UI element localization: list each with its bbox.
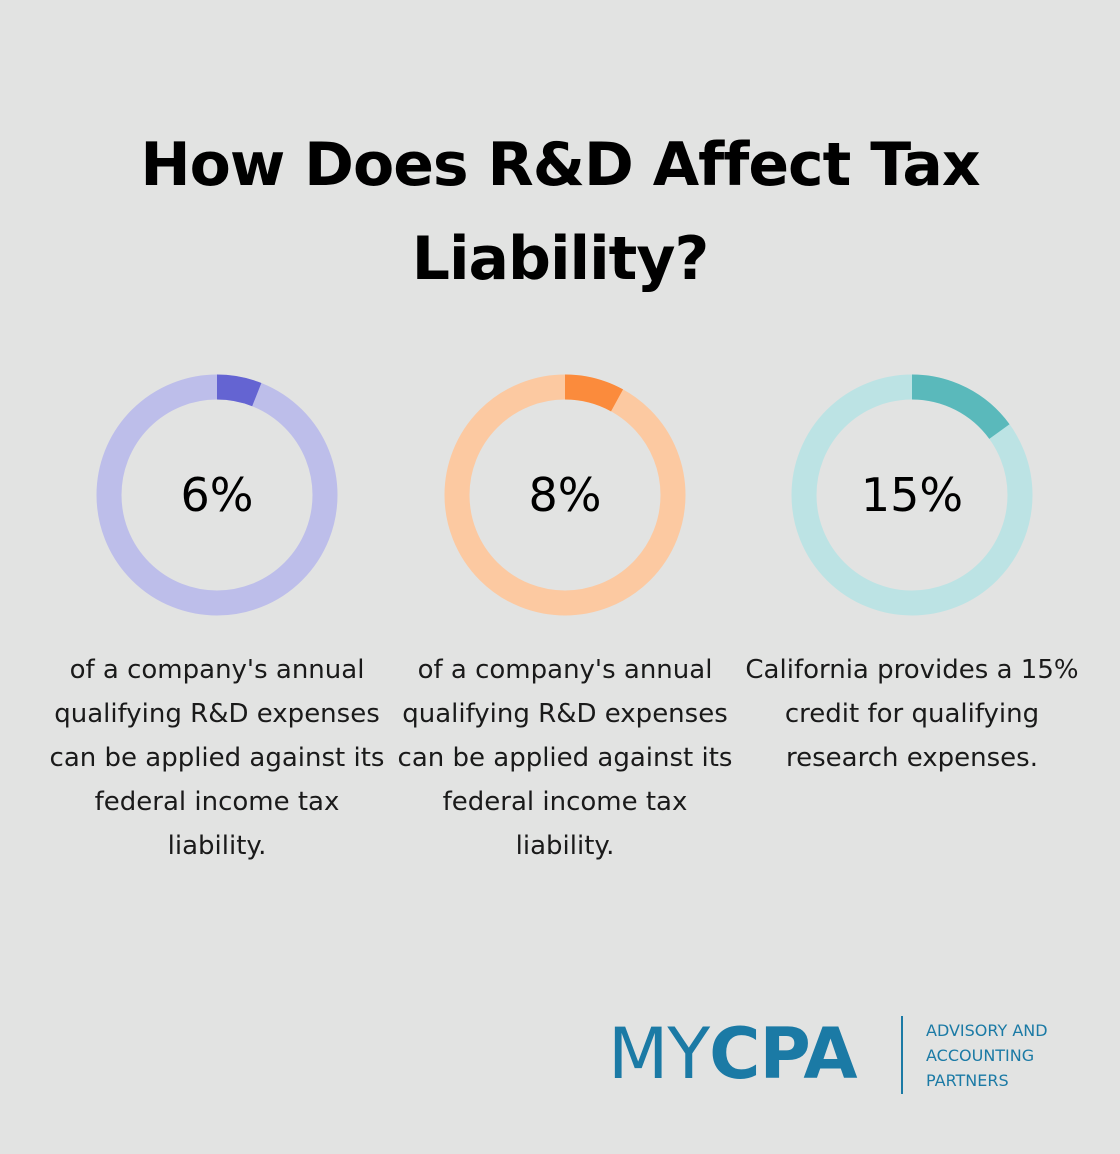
logo-tagline-line: ADVISORY AND bbox=[926, 1021, 1048, 1040]
logo-wordmark-cpa: CPA bbox=[709, 1013, 857, 1095]
donut-chart-3: 15% bbox=[787, 370, 1037, 620]
donut-value-label-1: 6% bbox=[180, 468, 254, 522]
stat-description-3: California provides a 15% credit for qua… bbox=[745, 655, 1079, 773]
mycpa-logo: MYCPA ADVISORY AND ACCOUNTING PARTNERS bbox=[608, 1012, 1078, 1096]
donut-value-arc-2 bbox=[444, 374, 686, 616]
donut-svg-1 bbox=[96, 374, 338, 616]
logo-tagline: ADVISORY AND ACCOUNTING PARTNERS bbox=[926, 1018, 1048, 1093]
stat-description-2: of a company's annual qualifying R&D exp… bbox=[397, 655, 733, 861]
donut-value-arc-3 bbox=[791, 374, 1033, 616]
donut-value-label-3: 15% bbox=[860, 468, 964, 522]
logo-tagline-line: PARTNERS bbox=[926, 1071, 1009, 1090]
donut-value-arc-1 bbox=[96, 374, 338, 616]
logo-divider bbox=[901, 1016, 903, 1094]
logo-tagline-line: ACCOUNTING bbox=[926, 1046, 1035, 1065]
logo-wordmark-my: MY bbox=[608, 1013, 710, 1095]
donut-svg-2 bbox=[444, 374, 686, 616]
donut-svg-3 bbox=[791, 374, 1033, 616]
logo-wordmark: MYCPA bbox=[608, 1012, 858, 1096]
donut-chart-1: 6% bbox=[92, 370, 342, 620]
page-title: How Does R&D Affect Tax Liability? bbox=[140, 130, 980, 294]
donut-chart-2: 8% bbox=[440, 370, 690, 620]
stat-description-1: of a company's annual qualifying R&D exp… bbox=[49, 655, 385, 861]
donut-value-label-2: 8% bbox=[528, 468, 602, 522]
